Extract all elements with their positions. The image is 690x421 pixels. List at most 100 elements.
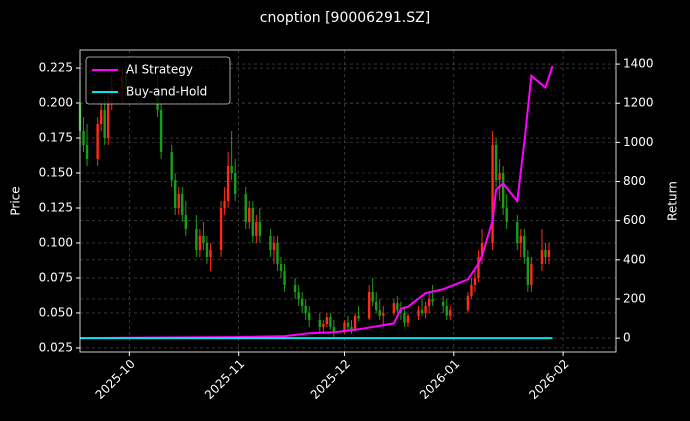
y2-tick-label: 800 [623, 174, 646, 188]
plot-frame [79, 49, 617, 353]
candle-body [181, 194, 184, 215]
candle-body [230, 166, 233, 174]
candle-body [431, 298, 434, 302]
candle-body [297, 291, 300, 299]
candle-body [480, 242, 484, 257]
y2-tick-label: 600 [623, 213, 646, 227]
chart-title: cnoption [90006291.SZ] [260, 10, 430, 26]
candle-body [494, 145, 498, 181]
candle-body [272, 242, 276, 250]
candle-body [420, 310, 424, 313]
candle-body [205, 242, 209, 257]
candle-body [195, 228, 198, 250]
candle-body [219, 207, 223, 250]
candle-body [526, 256, 530, 285]
candle-body [544, 249, 547, 257]
candle-body [202, 235, 205, 243]
candle-body [519, 235, 522, 243]
candle-body [322, 324, 325, 327]
y-tick-label: 0.125 [39, 200, 73, 214]
candle-body [198, 235, 202, 250]
candle-body [293, 284, 297, 292]
candle-body [470, 284, 473, 297]
candle-body [547, 249, 551, 257]
candle-body [300, 298, 304, 306]
candle-body [233, 173, 237, 195]
candle-body [255, 221, 258, 236]
y-tick-label: 0.175 [39, 131, 73, 145]
candle-body [329, 317, 332, 327]
candle-body [346, 322, 350, 327]
candle-body [396, 303, 399, 311]
y2-tick-label: 200 [623, 291, 646, 305]
candle-body [442, 301, 445, 306]
candle-body [177, 194, 180, 208]
candle-body [343, 322, 346, 333]
candle-body [382, 312, 385, 316]
legend-box [85, 56, 231, 105]
y2-tick-label: 1200 [623, 96, 654, 110]
y-tick-label: 0.075 [39, 270, 73, 284]
candle-body [279, 263, 283, 271]
candle-body [403, 312, 406, 323]
candle-body [223, 201, 226, 208]
candle-body [269, 235, 272, 250]
candle-body [406, 315, 410, 323]
candle-body [399, 310, 403, 313]
candle-body [251, 207, 254, 236]
y-tick-label: 0.225 [39, 61, 73, 75]
candle-body [170, 152, 173, 181]
candle-body [103, 110, 106, 139]
candle-body [209, 249, 212, 257]
candle-body [477, 256, 480, 278]
candle-body [85, 145, 89, 160]
y2-tick-label: 0 [623, 331, 631, 345]
candle-body [332, 326, 336, 333]
candle-body [505, 207, 508, 222]
candle-body [159, 110, 163, 153]
candle-body [473, 277, 477, 285]
y-tick-label: 0.150 [39, 166, 73, 180]
candle-body [107, 96, 110, 139]
candle-body [466, 296, 470, 311]
y-tick-label: 0.200 [39, 96, 73, 110]
candle-body [174, 180, 177, 208]
candle-body [449, 310, 452, 316]
candle-body [540, 249, 544, 264]
candle-body [516, 221, 519, 243]
candle-body [226, 166, 230, 201]
y2-tick-label: 1400 [623, 57, 654, 71]
legend-label: AI Strategy [126, 63, 193, 77]
candle-body [82, 131, 85, 146]
y-axis-label: Price [9, 186, 23, 215]
candle-body [445, 305, 448, 316]
candle-body [283, 270, 286, 285]
candle-body [96, 124, 99, 160]
candle-body [530, 263, 533, 285]
candle-body [308, 312, 311, 320]
candle-body [491, 145, 494, 243]
candle-body [350, 326, 353, 330]
candle-body [318, 319, 321, 327]
candle-body [248, 207, 251, 222]
candle-body [357, 315, 360, 319]
candle-body [304, 305, 307, 313]
y-tick-label: 0.050 [39, 305, 73, 319]
candle-body [498, 173, 501, 181]
candle-body [258, 221, 262, 236]
legend-label: Buy-and-Hold [126, 85, 207, 99]
candle-body [417, 310, 420, 316]
candle-body [378, 310, 381, 316]
y2-axis-label: Return [666, 181, 680, 221]
series-line [79, 65, 554, 340]
candle-body [353, 315, 357, 330]
candle-body [99, 110, 103, 125]
candle-body [427, 298, 431, 306]
candle-body [371, 291, 374, 302]
y-tick-label: 0.100 [39, 235, 73, 249]
y2-tick-label: 400 [623, 252, 646, 266]
candle-body [375, 301, 378, 311]
y-tick-label: 0.025 [39, 340, 73, 354]
candle-body [523, 235, 526, 257]
